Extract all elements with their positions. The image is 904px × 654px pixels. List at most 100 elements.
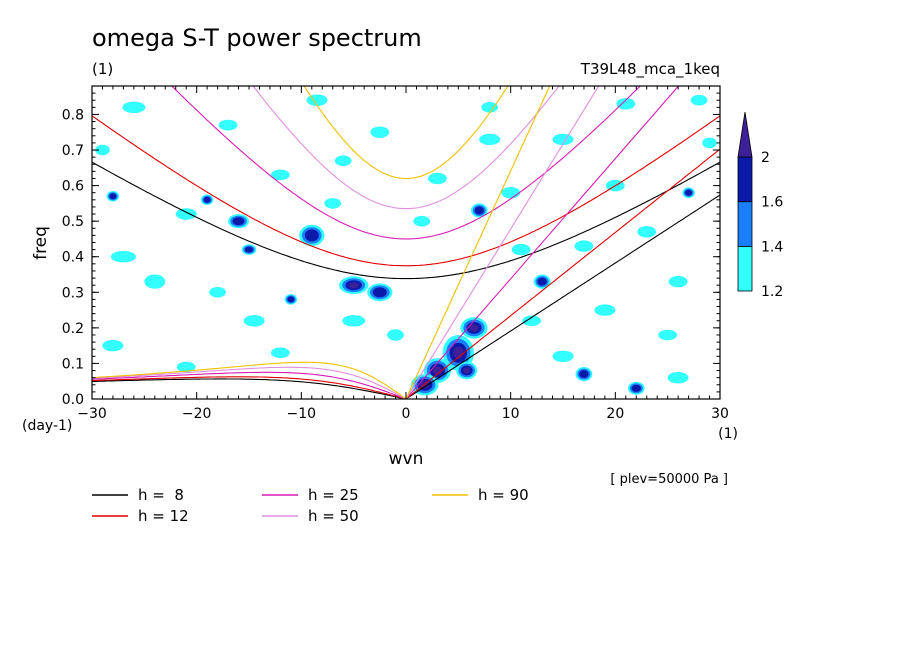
power-blob-level xyxy=(144,274,166,289)
plot-background xyxy=(92,86,720,399)
dispersion-curve-gravity xyxy=(252,86,560,210)
power-blob-level xyxy=(176,361,196,373)
power-blob-level xyxy=(668,275,688,288)
power-blob xyxy=(122,101,146,114)
y-tick-label: 0.5 xyxy=(62,214,84,230)
power-blob xyxy=(481,102,499,113)
dispersion-curve-kelvin xyxy=(405,148,720,399)
x-axis-unit: (1) xyxy=(718,426,738,442)
power-blob-level xyxy=(304,229,319,242)
y-axis-label: freq xyxy=(31,226,51,260)
chart-subtitle-right: T39L48_mca_1keq xyxy=(580,60,720,79)
power-blob-level xyxy=(474,206,484,215)
dispersion-curve-kelvin xyxy=(405,86,551,399)
power-blob xyxy=(658,329,678,341)
power-blob-level xyxy=(690,94,708,106)
power-blob xyxy=(175,208,197,220)
x-tick-label: 20 xyxy=(606,406,624,422)
power-blob xyxy=(428,172,447,185)
power-blob-level xyxy=(522,315,541,327)
x-tick-label: 10 xyxy=(502,406,520,422)
power-blob-level xyxy=(324,198,342,209)
power-blob-level xyxy=(658,329,678,341)
power-blob xyxy=(176,361,196,373)
y-tick-label: 0.2 xyxy=(62,321,84,337)
power-blob-level xyxy=(370,126,390,138)
y-tick-label: 0.7 xyxy=(62,143,84,159)
legend-label: h = 90 xyxy=(478,486,529,504)
power-blob xyxy=(470,203,488,218)
power-blob-level xyxy=(306,94,328,106)
x-tick-label: −10 xyxy=(287,406,317,422)
power-blob-level xyxy=(348,282,359,289)
legend-label: h = 50 xyxy=(308,507,359,525)
power-blob xyxy=(95,144,110,156)
power-blob-level xyxy=(481,102,499,113)
power-blob xyxy=(387,329,404,341)
power-blob xyxy=(702,137,717,149)
legend-label: h = 25 xyxy=(308,486,359,504)
power-blob xyxy=(413,215,431,227)
power-blob xyxy=(575,367,593,382)
dispersion-curve-rossby xyxy=(92,366,407,399)
x-tick-label: 0 xyxy=(402,406,411,422)
legend-label: h = 12 xyxy=(138,507,189,525)
power-blob-level xyxy=(209,287,227,298)
power-blob-level xyxy=(579,370,589,379)
colorbar: 1.2 1.4 1.6 2 xyxy=(737,111,783,300)
power-blob xyxy=(367,283,393,302)
power-blob-level xyxy=(232,217,245,226)
dispersion-curve-kelvin xyxy=(405,86,680,399)
power-blob xyxy=(668,275,688,288)
power-blob xyxy=(334,155,352,166)
power-blob-level xyxy=(342,315,366,327)
power-blob-level xyxy=(637,226,657,238)
power-blob xyxy=(370,126,390,138)
power-blob xyxy=(456,361,478,380)
colorbar-extend-triangle xyxy=(737,111,753,158)
power-blob xyxy=(552,133,574,146)
power-blob xyxy=(667,372,689,384)
power-blob-level xyxy=(501,187,521,199)
colorbar-segment xyxy=(737,201,753,247)
power-blob xyxy=(324,198,342,209)
dispersion-curve-kelvin xyxy=(405,194,720,399)
power-blob xyxy=(110,251,136,263)
y-axis-unit: (day-1) xyxy=(22,418,72,434)
plev-note: [ plev=50000 Pa ] xyxy=(610,472,728,487)
colorbar-segment xyxy=(737,156,753,203)
dispersion-curves xyxy=(92,86,720,399)
chart-title: omega S-T power spectrum xyxy=(92,24,422,52)
power-blob-level xyxy=(702,137,717,149)
dispersion-curve-gravity xyxy=(303,86,509,180)
chart-subtitle-left: (1) xyxy=(92,60,113,78)
power-blob-level xyxy=(685,189,693,196)
power-blob xyxy=(102,339,124,352)
power-blob-level xyxy=(218,119,238,131)
power-blob-level xyxy=(552,133,574,146)
power-blob-level xyxy=(631,384,641,392)
legend-label: h = 8 xyxy=(138,486,184,504)
power-blob-level xyxy=(594,304,616,316)
power-blob xyxy=(637,226,657,238)
dispersion-curve-rossby xyxy=(92,371,407,399)
power-blob-level xyxy=(463,367,471,374)
power-blob-level xyxy=(537,277,547,286)
dispersion-curve-rossby xyxy=(92,378,407,399)
power-blob xyxy=(342,315,366,327)
power-blob-level xyxy=(479,133,501,146)
power-blob-level xyxy=(102,339,124,352)
power-blob-level xyxy=(95,144,110,156)
power-blob-level xyxy=(552,350,574,362)
power-blob-level xyxy=(287,296,295,303)
power-blob xyxy=(511,243,531,256)
power-blob-level xyxy=(387,329,404,341)
power-blob-level xyxy=(469,324,479,332)
y-tick-label: 0.0 xyxy=(62,392,84,408)
power-blob xyxy=(501,187,521,199)
power-blob xyxy=(209,287,227,298)
power-blob xyxy=(106,191,120,202)
power-blob xyxy=(616,98,636,110)
power-blob-level xyxy=(175,208,197,220)
